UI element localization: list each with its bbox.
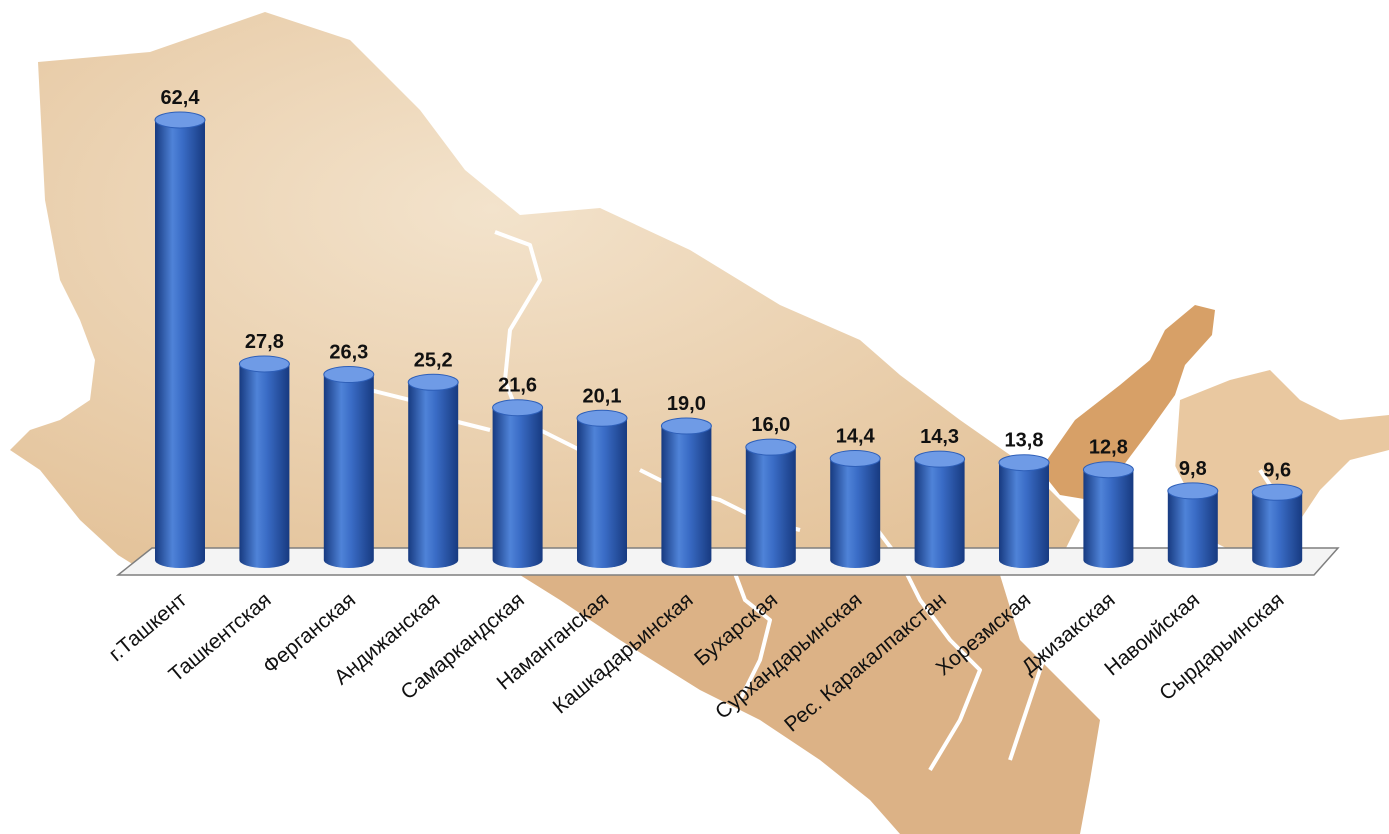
value-label: 26,3 bbox=[329, 342, 368, 364]
value-label: 25,2 bbox=[414, 349, 453, 371]
bar-body bbox=[1167, 490, 1218, 568]
bar-top bbox=[660, 417, 712, 435]
bar bbox=[829, 449, 881, 568]
bar bbox=[745, 438, 797, 568]
value-label: 27,8 bbox=[245, 331, 284, 353]
value-label: 12,8 bbox=[1089, 437, 1128, 459]
bar-top bbox=[576, 409, 628, 427]
bar bbox=[407, 373, 459, 568]
value-label: 14,4 bbox=[836, 425, 876, 447]
chart-floor bbox=[115, 547, 1340, 576]
bar-top bbox=[407, 373, 459, 391]
bar bbox=[154, 111, 206, 568]
map-region-south bbox=[520, 575, 1100, 834]
bar-top bbox=[998, 454, 1050, 472]
bar-body bbox=[408, 382, 459, 568]
bar-body bbox=[661, 426, 712, 568]
value-label: 21,6 bbox=[498, 375, 537, 397]
bar-body bbox=[492, 407, 543, 568]
bar-body bbox=[914, 459, 965, 568]
bar-body bbox=[155, 120, 205, 568]
bar-top bbox=[492, 399, 544, 417]
bar bbox=[914, 450, 966, 568]
bar-top bbox=[323, 366, 375, 384]
value-label: 19,0 bbox=[667, 393, 706, 415]
map-region-east bbox=[1175, 370, 1389, 555]
value-label: 20,1 bbox=[583, 385, 622, 407]
bar bbox=[492, 399, 544, 568]
bar-body bbox=[577, 418, 627, 568]
bar bbox=[1167, 482, 1219, 568]
value-label: 62,4 bbox=[161, 87, 201, 109]
bar bbox=[1082, 461, 1134, 568]
bar bbox=[1251, 483, 1303, 568]
bar bbox=[998, 454, 1050, 568]
bar bbox=[660, 417, 712, 568]
map-region-highlight bbox=[1040, 305, 1215, 500]
bar-body bbox=[323, 374, 374, 568]
bar bbox=[323, 366, 375, 568]
value-label: 9,8 bbox=[1179, 458, 1207, 480]
bar-top bbox=[1082, 461, 1134, 479]
bar-body bbox=[745, 447, 796, 568]
bar-top bbox=[154, 111, 206, 129]
bar-top bbox=[914, 450, 966, 468]
bars-group bbox=[154, 111, 1303, 568]
bar-top bbox=[745, 438, 797, 456]
value-label: 16,0 bbox=[751, 414, 790, 436]
bar-top bbox=[238, 355, 290, 373]
bar-body bbox=[999, 462, 1049, 568]
category-label: г.Ташкент bbox=[105, 588, 192, 666]
value-label: 9,6 bbox=[1263, 459, 1291, 481]
bar-top bbox=[1167, 482, 1219, 500]
bar-top bbox=[829, 449, 881, 467]
bar bbox=[576, 409, 628, 568]
value-labels-group: 62,4 27,8 26,3 25,2 21,6 20,1 19,0 16,0 14,4 14,3… bbox=[161, 87, 1292, 481]
bar-top bbox=[1251, 483, 1303, 501]
bar-body bbox=[1252, 492, 1303, 568]
bar-body bbox=[830, 458, 881, 568]
bar-body bbox=[1083, 469, 1134, 568]
bar-body bbox=[239, 363, 290, 568]
value-label: 14,3 bbox=[920, 426, 959, 448]
bar bbox=[238, 355, 290, 568]
value-label: 13,8 bbox=[1005, 430, 1044, 452]
